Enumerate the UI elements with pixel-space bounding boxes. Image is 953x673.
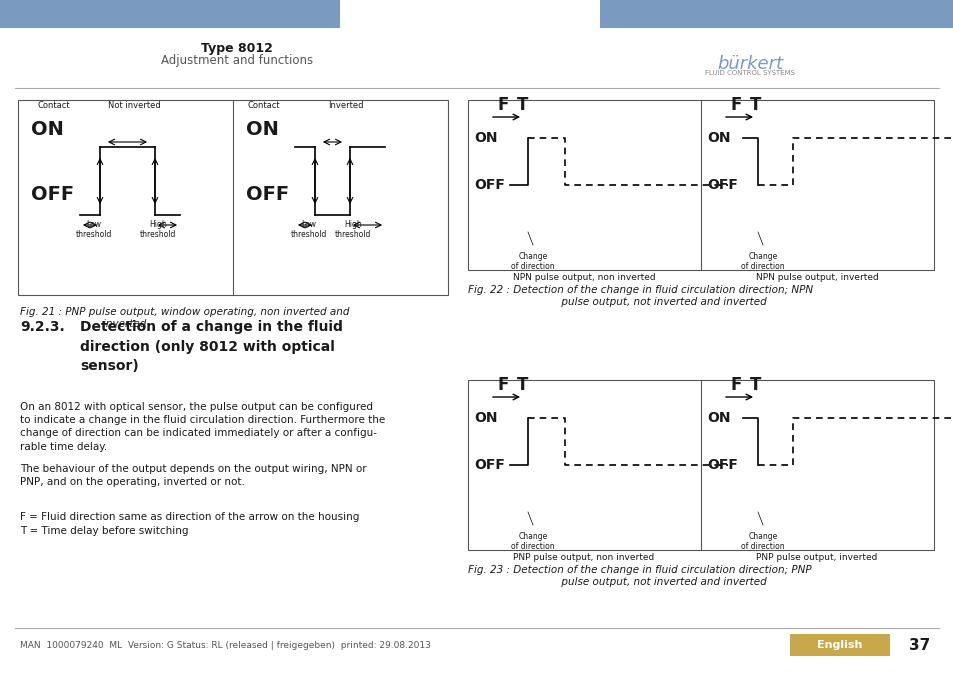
FancyBboxPatch shape <box>789 634 889 656</box>
Text: ON: ON <box>474 131 497 145</box>
Text: OFF: OFF <box>30 185 74 204</box>
Text: PNP pulse output, inverted: PNP pulse output, inverted <box>756 553 877 562</box>
Text: OFF: OFF <box>706 458 737 472</box>
Text: Fig. 23 : Detection of the change in fluid circulation direction; PNP
         p: Fig. 23 : Detection of the change in flu… <box>468 565 811 587</box>
Text: Inverted: Inverted <box>328 101 363 110</box>
Text: F: F <box>497 96 508 114</box>
Text: Low
threshold: Low threshold <box>291 219 327 239</box>
Text: Change
of direction: Change of direction <box>511 532 555 551</box>
Text: T: T <box>517 96 528 114</box>
Text: ON: ON <box>30 120 64 139</box>
Text: NPN pulse output, inverted: NPN pulse output, inverted <box>755 273 878 282</box>
Text: 9.2.3.: 9.2.3. <box>20 320 65 334</box>
Text: Contact: Contact <box>38 101 71 110</box>
Text: The behaviour of the output depends on the output wiring, NPN or
PNP, and on the: The behaviour of the output depends on t… <box>20 464 366 487</box>
FancyBboxPatch shape <box>599 0 953 28</box>
Text: High
threshold: High threshold <box>140 219 176 239</box>
Text: OFF: OFF <box>474 178 504 192</box>
Text: F: F <box>730 96 740 114</box>
Text: OFF: OFF <box>706 178 737 192</box>
Text: bürkert: bürkert <box>717 55 782 73</box>
Text: ON: ON <box>246 120 278 139</box>
Text: 37: 37 <box>908 637 929 653</box>
Text: Change
of direction: Change of direction <box>740 252 784 271</box>
Text: Detection of a change in the fluid
direction (only 8012 with optical
sensor): Detection of a change in the fluid direc… <box>80 320 342 373</box>
Text: F: F <box>730 376 740 394</box>
Text: T: T <box>749 376 760 394</box>
Text: ON: ON <box>706 131 730 145</box>
Text: T: T <box>517 376 528 394</box>
Text: English: English <box>817 640 862 650</box>
Text: Change
of direction: Change of direction <box>511 252 555 271</box>
Text: NPN pulse output, non inverted: NPN pulse output, non inverted <box>512 273 655 282</box>
Text: Fig. 21 : PNP pulse output, window operating, non inverted and
        inverted: Fig. 21 : PNP pulse output, window opera… <box>20 307 349 328</box>
Text: ON: ON <box>474 411 497 425</box>
FancyBboxPatch shape <box>18 100 448 295</box>
Text: T: T <box>749 96 760 114</box>
Text: MAN  1000079240  ML  Version: G Status: RL (released | freigegeben)  printed: 29: MAN 1000079240 ML Version: G Status: RL … <box>20 641 431 649</box>
Text: Low
threshold: Low threshold <box>75 219 112 239</box>
FancyBboxPatch shape <box>468 100 933 270</box>
Text: OFF: OFF <box>246 185 289 204</box>
Text: ON: ON <box>706 411 730 425</box>
Text: Fig. 22 : Detection of the change in fluid circulation direction; NPN
         p: Fig. 22 : Detection of the change in flu… <box>468 285 812 307</box>
Text: F: F <box>497 376 508 394</box>
Text: FLUID CONTROL SYSTEMS: FLUID CONTROL SYSTEMS <box>704 70 794 76</box>
Text: Change
of direction: Change of direction <box>740 532 784 551</box>
Text: F = Fluid direction same as direction of the arrow on the housing
T = Time delay: F = Fluid direction same as direction of… <box>20 512 359 536</box>
Text: Not inverted: Not inverted <box>108 101 161 110</box>
Text: High
threshold: High threshold <box>335 219 371 239</box>
FancyBboxPatch shape <box>0 0 339 28</box>
Text: OFF: OFF <box>474 458 504 472</box>
Text: PNP pulse output, non inverted: PNP pulse output, non inverted <box>513 553 654 562</box>
FancyBboxPatch shape <box>468 380 933 550</box>
Text: On an 8012 with optical sensor, the pulse output can be configured
to indicate a: On an 8012 with optical sensor, the puls… <box>20 402 385 452</box>
Text: Type 8012: Type 8012 <box>201 42 273 55</box>
Text: Adjustment and functions: Adjustment and functions <box>161 54 313 67</box>
Text: Contact: Contact <box>248 101 280 110</box>
